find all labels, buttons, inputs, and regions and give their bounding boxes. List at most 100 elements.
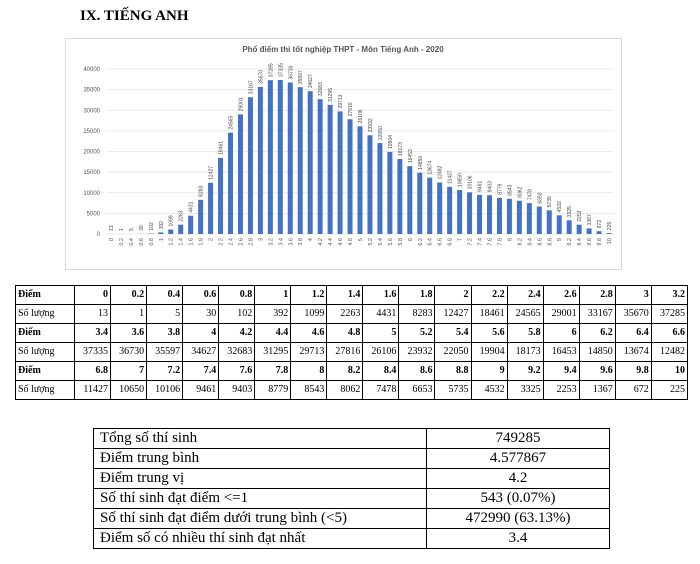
bar — [486, 195, 492, 234]
score-cell: 3.2 — [650, 285, 689, 305]
bar — [397, 159, 403, 234]
score-cell: 8.4 — [362, 361, 400, 381]
score-cell: 8.6 — [398, 361, 436, 381]
x-tick-label: 4.8 — [348, 238, 354, 246]
data-label: 32683 — [318, 82, 324, 96]
bar — [477, 194, 483, 234]
count-row: Số lượng 13 1 5 30 102 392 1099 2263 4431 8283 1242… — [15, 304, 689, 324]
count-cell: 19904 — [470, 342, 508, 362]
count-cell: 225 — [650, 380, 689, 400]
summary-row: Số thí sinh đạt điểm dưới trung bình (<5… — [93, 508, 610, 529]
data-label: 4431 — [189, 201, 195, 212]
x-tick-label: 4.6 — [338, 238, 344, 246]
x-tick-label: 8.4 — [527, 238, 533, 246]
score-cell: 8.2 — [326, 361, 364, 381]
data-label: 12427 — [209, 166, 215, 180]
x-tick-label: 3.2 — [268, 238, 274, 246]
count-cell: 26106 — [362, 342, 400, 362]
bar — [277, 79, 283, 234]
x-tick-label: 4.2 — [318, 238, 324, 246]
data-label: 26106 — [358, 109, 364, 123]
summary-label: Điểm số có nhiều thí sinh đạt nhất — [93, 528, 427, 549]
bar — [576, 224, 582, 234]
x-tick-label: 0.2 — [119, 238, 125, 246]
count-cell: 6653 — [398, 380, 436, 400]
count-cell: 37335 — [73, 342, 112, 362]
data-label: 33167 — [248, 80, 254, 94]
score-cell: 1.2 — [290, 285, 328, 305]
score-cell: 1.4 — [326, 285, 364, 305]
bar — [606, 233, 612, 234]
row-label: Điểm — [15, 361, 75, 381]
bar — [536, 206, 542, 234]
count-cell: 13 — [73, 304, 112, 324]
score-cell: 2.6 — [542, 285, 580, 305]
score-cell: 7 — [110, 361, 148, 381]
x-tick-label: 6.8 — [448, 238, 454, 246]
count-cell: 16453 — [542, 342, 580, 362]
x-tick-label: 5.2 — [368, 238, 374, 246]
x-tick-label: 6 — [408, 238, 414, 241]
x-tick-label: 2 — [209, 238, 215, 241]
x-tick-label: 7 — [458, 238, 464, 241]
summary-value: 749285 — [426, 428, 610, 449]
score-row: Điểm 0 0.2 0.4 0.6 0.8 1 1.2 1.4 1.6 1.8 2 2.2 2.4 2.6… — [15, 285, 689, 305]
data-label: 12482 — [438, 165, 444, 179]
data-label: 4532 — [557, 201, 563, 212]
summary-value: 543 (0.07%) — [426, 488, 610, 509]
x-tick-label: 7.8 — [497, 238, 503, 246]
count-cell: 4532 — [470, 380, 508, 400]
data-label: 1367 — [587, 214, 593, 225]
bar — [586, 228, 592, 234]
data-label: 30 — [139, 225, 145, 231]
bar — [158, 232, 164, 234]
data-label: 225 — [607, 222, 613, 231]
score-cell: 2.4 — [506, 285, 544, 305]
bar — [546, 210, 552, 234]
data-label: 23932 — [368, 118, 374, 132]
summary-row: Điểm trung vị 4.2 — [93, 468, 610, 489]
count-cell: 8283 — [398, 304, 436, 324]
x-tick-label: 7.4 — [478, 238, 484, 246]
count-cell: 7478 — [362, 380, 400, 400]
count-cell: 22050 — [434, 342, 472, 362]
x-tick-label: 0.8 — [149, 238, 155, 246]
bar — [417, 172, 423, 234]
bar — [247, 97, 253, 234]
score-cell: 5.6 — [470, 323, 508, 343]
x-tick-label: 5.6 — [388, 238, 394, 246]
score-cell: 4.8 — [326, 323, 364, 343]
score-cell: 3.6 — [110, 323, 148, 343]
bar — [267, 80, 273, 234]
x-tick-label: 6.4 — [428, 238, 434, 246]
bar — [307, 91, 313, 234]
count-cell: 30 — [182, 304, 220, 324]
count-cell: 11427 — [73, 380, 112, 400]
score-cell: 10 — [650, 361, 689, 381]
x-tick-label: 1.6 — [189, 238, 195, 246]
score-cell: 4.2 — [218, 323, 256, 343]
x-tick-label: 1.8 — [199, 238, 205, 246]
score-cell: 9.4 — [542, 361, 580, 381]
x-tick-label: 9.4 — [577, 238, 583, 246]
x-tick-label: 8.6 — [537, 238, 543, 246]
count-cell: 33167 — [578, 304, 616, 324]
row-label: Số lượng — [15, 380, 75, 400]
row-label: Số lượng — [15, 304, 75, 324]
x-tick-label: 9 — [557, 238, 563, 241]
score-row: Điểm 3.4 3.6 3.8 4 4.2 4.4 4.6 4.8 5 5.2 5.4 5.6 5.8 6… — [15, 323, 689, 343]
data-label: 27816 — [348, 102, 354, 116]
data-label: 37285 — [268, 63, 274, 77]
data-label: 7478 — [527, 189, 533, 200]
x-tick-label: 0.6 — [139, 238, 145, 246]
data-label: 10650 — [458, 173, 464, 187]
data-label: 9403 — [487, 181, 493, 192]
heading: IX. TIẾNG ANH — [80, 8, 189, 24]
data-label: 672 — [597, 220, 603, 229]
score-cell: 2.2 — [470, 285, 508, 305]
data-label: 31295 — [328, 88, 334, 102]
bar — [198, 199, 204, 234]
y-tick-label: 25000 — [83, 129, 100, 135]
data-label: 102 — [149, 222, 155, 231]
x-tick-label: 2.8 — [248, 238, 254, 246]
